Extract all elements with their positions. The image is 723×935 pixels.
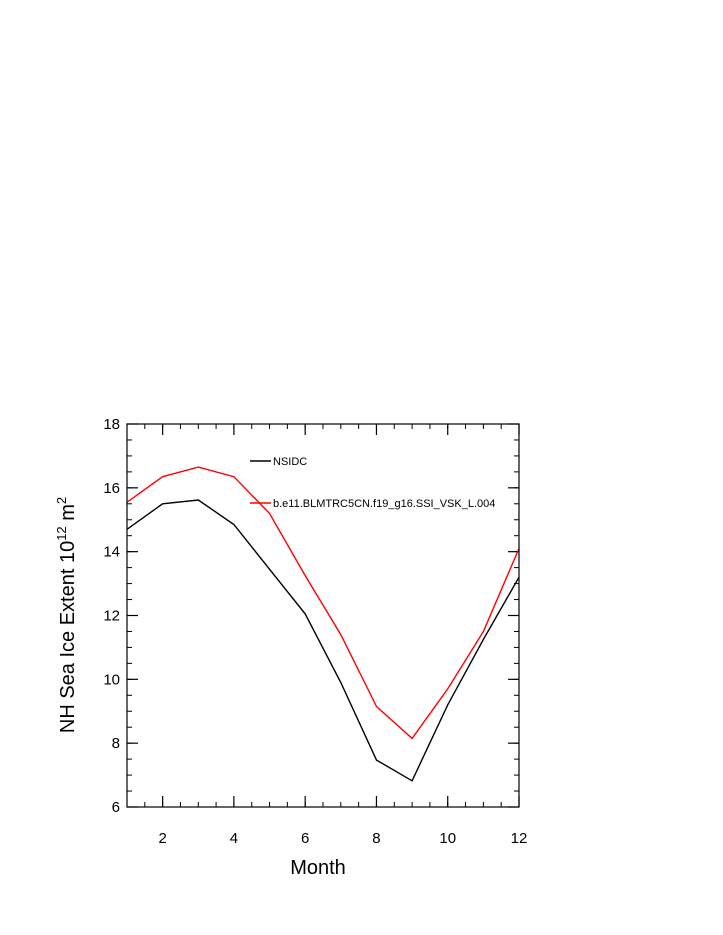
y-tick-label: 8 [112, 735, 120, 752]
y-tick-label: 10 [103, 671, 120, 688]
y-tick-label: 12 [103, 608, 120, 625]
x-axis-label: Month [290, 857, 346, 879]
legend-label-1: b.e11.BLMTRC5CN.f19_g16.SSI_VSK_L.004 [273, 498, 495, 510]
series-line-0 [126, 499, 520, 782]
series-lines [126, 466, 520, 782]
y-axis-label-unit-exponent: 2 [54, 497, 69, 504]
y-tick-labels: 6 8 10 12 14 16 18 [103, 416, 120, 816]
minor-ticks [126, 423, 520, 808]
x-tick-label: 8 [372, 830, 380, 847]
y-tick-label: 6 [112, 799, 120, 816]
legend-label-0: NSIDC [273, 456, 307, 468]
x-tick-label: 12 [511, 830, 528, 847]
series-line-1 [126, 466, 520, 740]
y-tick-label: 14 [103, 544, 120, 561]
legend: NSIDC b.e11.BLMTRC5CN.f19_g16.SSI_VSK_L.0… [250, 456, 495, 510]
y-axis-label: NH Sea Ice Extent 1012 m2 [54, 497, 79, 733]
x-tick-labels: 2 4 6 8 10 12 [158, 830, 527, 847]
x-tick-label: 10 [439, 830, 456, 847]
x-tick-label: 2 [158, 830, 166, 847]
y-axis-label-unit: m [57, 504, 79, 526]
y-axis-label-exponent: 12 [54, 526, 69, 540]
plot-frame [126, 423, 520, 808]
major-ticks [127, 423, 520, 808]
x-tick-label: 4 [230, 830, 238, 847]
y-tick-label: 18 [103, 416, 120, 433]
y-axis-label-main: NH Sea Ice Extent 10 [57, 541, 79, 733]
y-tick-label: 16 [103, 480, 120, 497]
x-tick-label: 6 [301, 830, 309, 847]
